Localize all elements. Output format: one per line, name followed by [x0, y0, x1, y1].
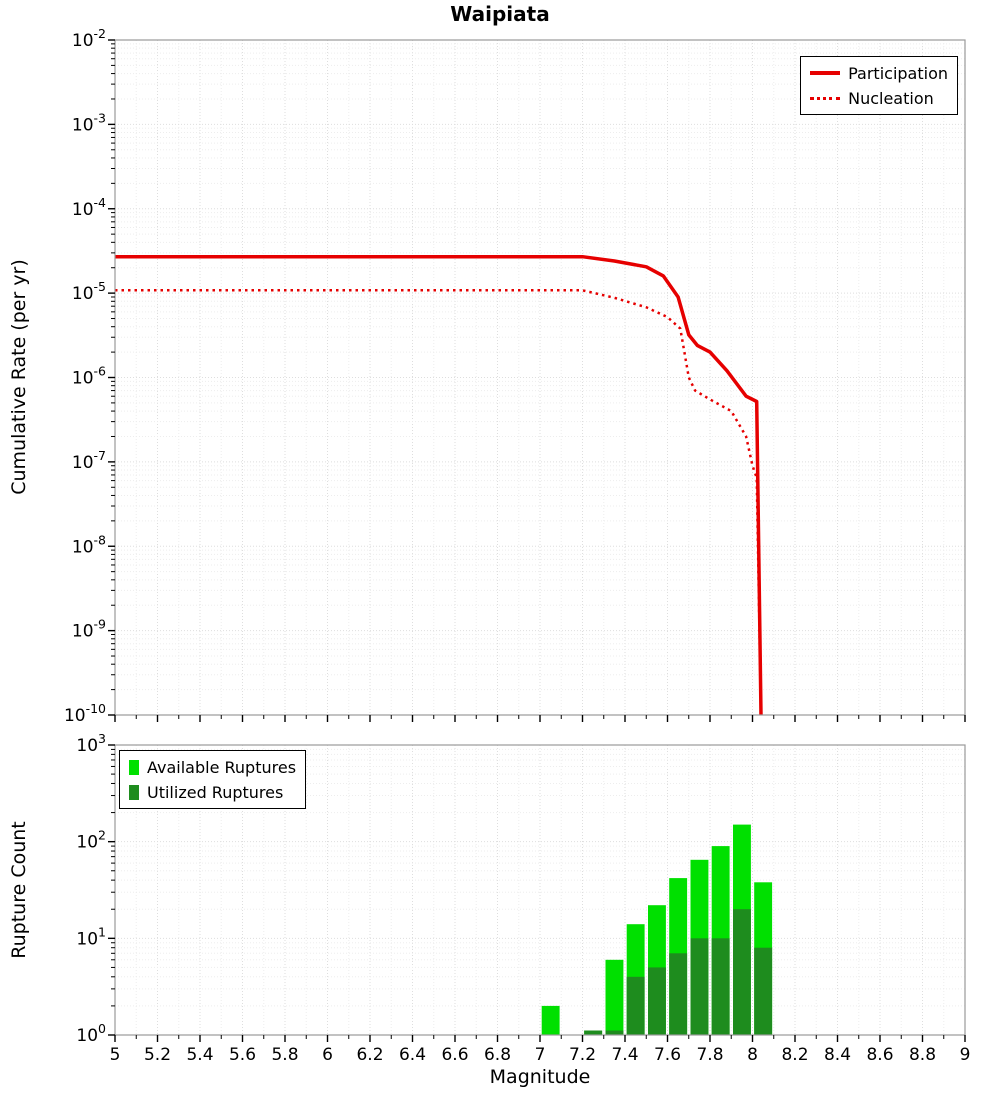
x-tick-label: 5.2	[144, 1045, 171, 1065]
utilized-legend-label: Utilized Ruptures	[147, 782, 284, 802]
utilized-bar	[711, 938, 730, 1035]
x-tick-label: 8.2	[781, 1045, 808, 1065]
x-tick-label: 5	[110, 1045, 121, 1065]
utilized-ruptures-swatch	[129, 784, 139, 800]
rate-curves	[115, 254, 763, 716]
nucleation-line-swatch	[810, 96, 841, 100]
x-tick-label: 7.2	[569, 1045, 596, 1065]
x-tick-label: 6.4	[399, 1045, 426, 1065]
y-tick-label: 10-9	[72, 617, 106, 642]
x-tick-label: 7.8	[696, 1045, 723, 1065]
nucleation-legend-label: Nucleation	[848, 88, 934, 108]
x-tick-label: 5.6	[229, 1045, 256, 1065]
legend-row-nucleation: Nucleation	[810, 86, 948, 110]
rate-plot-frame: 10-2 10-3 10-4 10-5 10-6 10-7 10-8 10-9 10-10	[64, 26, 966, 726]
x-tick-label: 9	[960, 1045, 971, 1065]
utilized-bar	[605, 1030, 624, 1035]
legend-row-participation: Participation	[810, 61, 948, 85]
y-tick-label: 102	[76, 828, 106, 853]
count-axis-label: Rupture Count	[8, 821, 30, 959]
x-tick-label: 8.8	[909, 1045, 936, 1065]
y-tick-label: 101	[76, 924, 106, 949]
rate-axis-label: Cumulative Rate (per yr)	[8, 259, 30, 495]
utilized-bar	[733, 909, 751, 1035]
count-legend: Available Ruptures Utilized Ruptures	[119, 750, 307, 809]
y-tick-label: 10-10	[64, 701, 106, 726]
x-tick-label: 6.6	[441, 1045, 468, 1065]
x-tick-label: 7	[535, 1045, 546, 1065]
available-legend-label: Available Ruptures	[147, 757, 297, 777]
y-tick-label: 10-2	[72, 26, 106, 51]
x-tick-label: 5.8	[271, 1045, 298, 1065]
x-tick-label: 8.4	[824, 1045, 851, 1065]
utilized-bar	[690, 938, 709, 1035]
x-axis-label: Magnitude	[489, 1066, 591, 1088]
participation-curve	[115, 254, 763, 716]
y-tick-label: 103	[76, 731, 106, 756]
utilized-bar	[626, 976, 645, 1035]
y-tick-label: 100	[76, 1021, 106, 1046]
chart-title: Waipiata	[450, 2, 550, 26]
participation-legend-label: Participation	[848, 63, 948, 83]
legend-row-utilized: Utilized Ruptures	[129, 780, 296, 804]
x-tick-label: 7.6	[654, 1045, 681, 1065]
x-tick-label: 8	[747, 1045, 758, 1065]
x-tick-label: 6	[322, 1045, 333, 1065]
rupture-bars	[541, 824, 773, 1035]
x-tick-label: 8.6	[866, 1045, 893, 1065]
rate-legend: Participation Nucleation	[800, 56, 958, 115]
rate-plot-grid	[115, 40, 965, 715]
x-tick-label: 6.8	[484, 1045, 511, 1065]
x-tick-label: 5.4	[186, 1045, 213, 1065]
participation-line-swatch	[810, 71, 841, 75]
x-tick-label: 6.2	[356, 1045, 383, 1065]
available-bar	[605, 959, 624, 1035]
y-tick-label: 10-7	[72, 448, 106, 473]
y-tick-label: 10-4	[72, 195, 106, 220]
nucleation-curve	[115, 289, 763, 716]
utilized-bar	[648, 967, 666, 1035]
utilized-bar	[669, 953, 688, 1035]
legend-row-available: Available Ruptures	[129, 755, 296, 779]
utilized-bar	[754, 947, 773, 1035]
utilized-bar	[584, 1030, 603, 1035]
y-tick-label: 10-6	[72, 364, 106, 389]
y-tick-label: 10-5	[72, 279, 106, 304]
x-tick-label: 7.4	[611, 1045, 638, 1065]
available-bar	[541, 1005, 560, 1035]
y-tick-label: 10-8	[72, 532, 106, 557]
available-ruptures-swatch	[129, 759, 139, 775]
y-tick-label: 10-3	[72, 110, 106, 135]
